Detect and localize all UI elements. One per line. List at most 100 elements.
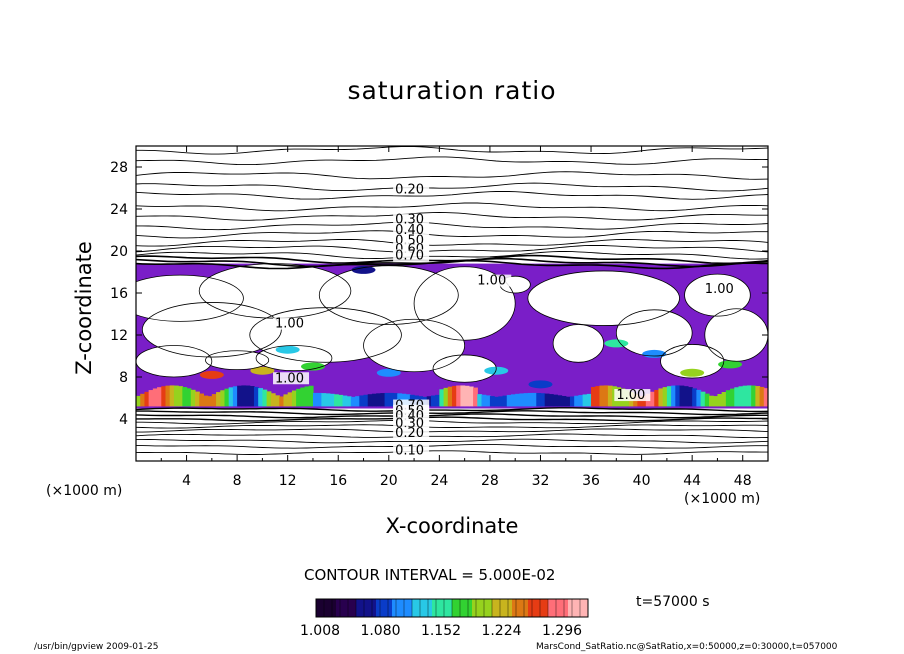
colorbar-tick-label: 1.224 xyxy=(481,623,521,639)
saturation-patch xyxy=(275,345,300,354)
colorbar-cell xyxy=(336,599,341,617)
contour-label: 0.70 xyxy=(395,248,424,263)
saturation-cell xyxy=(751,385,756,407)
contour-line xyxy=(684,273,751,317)
saturation-patch xyxy=(250,366,275,375)
colorbar-cell xyxy=(512,599,517,617)
colorbar-cell xyxy=(488,599,493,617)
saturation-cell xyxy=(317,392,322,407)
unsaturated-region xyxy=(363,319,465,372)
saturation-cell xyxy=(342,395,348,407)
saturation-cell xyxy=(363,394,369,407)
colorbar-cell xyxy=(456,599,461,617)
saturation-cell xyxy=(140,393,146,407)
saturation-cell xyxy=(506,394,512,407)
contour-line xyxy=(205,350,270,371)
plot-frame xyxy=(135,145,769,462)
contour-line xyxy=(413,266,516,341)
saturation-patch xyxy=(604,339,629,348)
colorbar-cell xyxy=(556,599,561,617)
x-tick-label: 12 xyxy=(279,473,297,489)
saturation-cell xyxy=(380,393,386,407)
saturation-cell xyxy=(704,393,710,407)
colorbar-cell xyxy=(416,599,421,617)
saturation-cell xyxy=(270,393,276,407)
saturation-cell xyxy=(489,396,495,407)
saturation-cell xyxy=(148,390,154,407)
saturation-cell xyxy=(296,388,301,407)
saturation-cell xyxy=(220,390,226,407)
saturation-cell xyxy=(700,391,706,407)
colorbar-cell xyxy=(316,599,321,617)
saturation-cell xyxy=(519,393,525,407)
saturation-cell xyxy=(186,388,192,407)
colorbar-cell xyxy=(548,599,553,617)
contour-line xyxy=(704,308,768,362)
saturation-cell xyxy=(485,395,491,407)
contour-label: 0.20 xyxy=(395,182,424,197)
contour-label: 0.10 xyxy=(395,444,424,459)
y-tick-label: 16 xyxy=(110,286,128,302)
colorbar-cell xyxy=(484,599,489,617)
saturation-cell xyxy=(275,395,280,407)
saturation-cell xyxy=(182,387,188,407)
saturation-cell xyxy=(738,386,744,407)
colorbar-cell xyxy=(584,599,589,617)
unsaturated-region xyxy=(205,350,269,370)
saturation-cell xyxy=(730,388,735,407)
saturation-cell xyxy=(666,386,672,407)
colorbar-cell xyxy=(412,599,417,617)
saturation-cell xyxy=(582,394,588,407)
contour-line xyxy=(136,438,768,444)
contour-line xyxy=(136,171,768,180)
saturation-cell xyxy=(237,385,242,407)
contour-line xyxy=(615,309,693,357)
contour-line xyxy=(136,182,768,192)
colorbar-cell xyxy=(580,599,585,617)
saturation-cell xyxy=(637,395,643,407)
saturation-cell xyxy=(304,386,310,407)
saturation-cell xyxy=(329,393,335,407)
saturation-cell xyxy=(658,388,664,407)
saturation-cell xyxy=(717,393,723,407)
contour-labels: 0.200.300.400.500.600.701.001.001.001.00… xyxy=(273,182,739,459)
saturation-cell xyxy=(173,385,179,407)
saturation-patch xyxy=(528,380,553,389)
contour-line xyxy=(136,407,768,413)
contour-line xyxy=(136,419,768,425)
saturation-cell xyxy=(687,387,693,407)
colorbar-cell xyxy=(452,599,457,617)
contour-line xyxy=(136,146,768,155)
saturation-cell xyxy=(338,394,344,407)
contour-line xyxy=(136,416,768,422)
saturation-cell xyxy=(157,387,162,407)
contour-line xyxy=(136,156,768,166)
saturation-cell xyxy=(595,386,601,407)
colorbar-cell xyxy=(560,599,565,617)
x-tick-label: 4 xyxy=(182,473,191,489)
saturation-cell xyxy=(515,393,521,407)
saturation-patch xyxy=(642,349,667,358)
saturation-cell xyxy=(211,394,217,407)
colorbar-cell xyxy=(432,599,437,617)
colorbar-cell xyxy=(408,599,413,617)
contour-label-bg xyxy=(475,274,512,287)
colorbar-cell xyxy=(520,599,525,617)
saturation-cell xyxy=(279,396,285,407)
saturation-cell xyxy=(679,385,685,407)
colorbar-cell xyxy=(360,599,365,617)
contour-line xyxy=(318,265,459,325)
saturation-cell xyxy=(359,395,365,407)
chart-title: saturation ratio xyxy=(347,76,557,105)
x-axis: 4 8 12 16 20 24 28 32 36 40 44 48 xyxy=(160,146,752,489)
colorbar-cell xyxy=(532,599,537,617)
saturation-cell xyxy=(591,386,596,407)
colorbar-cell xyxy=(472,599,477,617)
y-tick-label: 28 xyxy=(110,160,128,176)
colorbar-cell xyxy=(388,599,393,617)
colorbar-cell xyxy=(380,599,385,617)
saturation-cell xyxy=(199,393,205,407)
contour-label: 0.20 xyxy=(395,426,424,441)
saturation-cell xyxy=(477,394,483,407)
x-tick-label: 8 xyxy=(233,473,242,489)
